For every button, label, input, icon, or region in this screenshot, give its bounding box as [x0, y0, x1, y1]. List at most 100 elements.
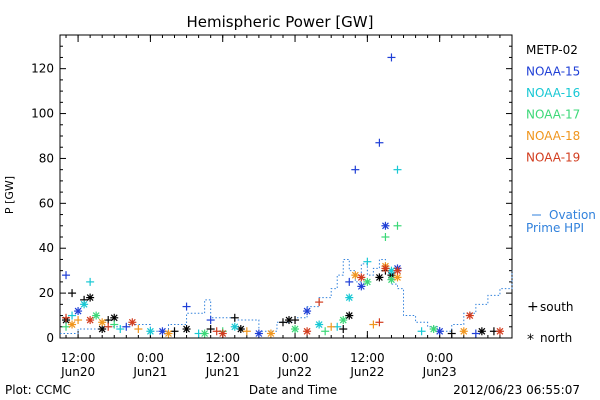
north-marker — [477, 327, 486, 336]
y-tick-label: 40 — [39, 241, 54, 255]
south-marker — [74, 316, 83, 325]
south-marker — [68, 311, 77, 320]
north-marker-label: north — [540, 331, 572, 345]
south-marker — [375, 138, 384, 147]
north-marker — [182, 325, 191, 334]
north-marker — [98, 318, 107, 327]
south-marker — [182, 302, 191, 311]
north-marker — [86, 316, 95, 325]
north-marker — [236, 325, 245, 334]
south-marker — [86, 277, 95, 286]
satellite-markers — [62, 53, 504, 338]
y-tick-label: 20 — [39, 286, 54, 300]
north-marker — [465, 311, 474, 320]
y-axis: 0 20 40 60 80 100 120 — [31, 34, 512, 345]
footer-timestamp: 2012/06/23 06:55:07 — [453, 383, 580, 397]
y-tick-label: 100 — [31, 107, 54, 121]
north-marker — [146, 327, 155, 336]
south-marker — [230, 313, 239, 322]
x-tick-time-label: 12:00 — [350, 351, 385, 365]
south-marker — [62, 313, 71, 322]
north-marker — [459, 327, 468, 336]
north-marker — [303, 327, 312, 336]
north-marker — [74, 307, 83, 316]
ovation-legend-label-line1: Ovation — [549, 208, 596, 222]
north-marker — [164, 329, 173, 338]
south-marker — [375, 318, 384, 327]
north-marker — [351, 271, 360, 280]
south-marker-symbol: + — [527, 299, 539, 315]
south-marker — [417, 327, 426, 336]
south-marker — [471, 329, 480, 338]
ovation-legend-label-line2: Prime HPI — [526, 221, 584, 235]
south-marker — [206, 325, 215, 334]
north-marker — [86, 293, 95, 302]
legend-entry: NOAA-18 — [526, 129, 580, 143]
ovation-legend: Ovation Prime HPI — [526, 208, 596, 235]
south-marker — [62, 322, 71, 331]
north-marker — [381, 264, 390, 273]
south-marker — [212, 327, 221, 336]
south-marker-label: south — [540, 300, 574, 314]
south-marker — [62, 271, 71, 280]
legend-entry: NOAA-19 — [526, 151, 580, 165]
north-marker — [393, 273, 402, 282]
north-marker — [381, 221, 390, 230]
north-marker — [128, 318, 137, 327]
north-marker — [339, 316, 348, 325]
marker-key: + south * north — [527, 299, 574, 348]
south-marker — [206, 316, 215, 325]
north-marker — [230, 322, 239, 331]
y-tick-label: 0 — [46, 331, 54, 345]
north-marker — [495, 327, 504, 336]
x-tick-time-label: 0:00 — [282, 351, 309, 365]
south-marker — [104, 316, 113, 325]
north-marker — [200, 329, 209, 338]
north-marker — [429, 325, 438, 334]
y-tick-label: 120 — [31, 62, 54, 76]
south-marker — [122, 322, 131, 331]
south-marker — [387, 53, 396, 62]
north-marker — [357, 282, 366, 291]
x-tick-date-label: Jun23 — [422, 365, 457, 379]
x-tick-date-label: Jun21 — [205, 365, 240, 379]
south-marker — [447, 329, 456, 338]
north-marker — [375, 273, 384, 282]
south-marker — [104, 322, 113, 331]
north-marker — [110, 313, 119, 322]
north-marker — [266, 329, 275, 338]
south-marker — [363, 257, 372, 266]
south-marker — [170, 327, 179, 336]
x-tick-time-label: 12:00 — [61, 351, 96, 365]
north-marker — [435, 327, 444, 336]
x-tick-date-label: Jun22 — [277, 365, 312, 379]
y-tick-label: 80 — [39, 151, 54, 165]
south-marker — [110, 320, 119, 329]
north-marker — [285, 316, 294, 325]
south-marker — [315, 298, 324, 307]
south-marker — [393, 221, 402, 230]
legend-entry: METP-02 — [526, 43, 578, 57]
x-tick-time-label: 0:00 — [137, 351, 164, 365]
south-marker — [278, 318, 287, 327]
north-marker — [158, 327, 167, 336]
north-marker — [363, 277, 372, 286]
north-marker — [387, 266, 396, 275]
x-tick-date-label: Jun20 — [60, 365, 95, 379]
legend: METP-02 NOAA-15 NOAA-16 NOAA-17 NOAA-18 NOAA-… — [526, 43, 580, 165]
north-marker — [387, 275, 396, 284]
north-marker — [357, 273, 366, 282]
x-tick-date-label: Jun21 — [132, 365, 167, 379]
north-marker — [92, 311, 101, 320]
north-marker — [303, 307, 312, 316]
legend-entry: NOAA-15 — [526, 65, 580, 79]
south-marker — [339, 325, 348, 334]
x-tick-time-label: 0:00 — [426, 351, 453, 365]
x-axis-label: Date and Time — [249, 383, 337, 397]
x-tick-time-label: 12:00 — [205, 351, 240, 365]
north-marker — [80, 300, 89, 309]
chart-title: Hemispheric Power [GW] — [187, 13, 374, 31]
south-marker — [345, 277, 354, 286]
south-marker — [351, 165, 360, 174]
